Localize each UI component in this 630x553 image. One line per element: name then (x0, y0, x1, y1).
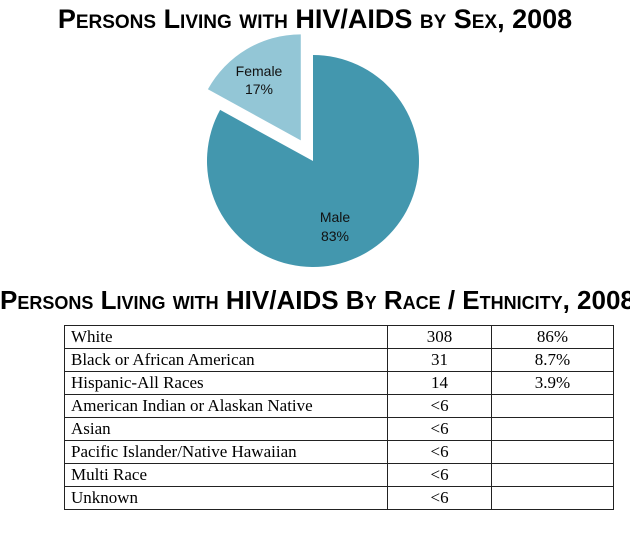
table-row: White 308 86% (63, 325, 615, 349)
row-count: 308 (387, 325, 492, 349)
row-label: White (63, 325, 389, 349)
pie-slice-female (207, 34, 301, 141)
table-row: American Indian or Alaskan Native <6 (63, 394, 615, 418)
table-title: Persons Living with HIV/AIDS By Race / E… (0, 285, 630, 315)
row-count: 31 (387, 348, 492, 372)
row-count: <6 (387, 417, 492, 441)
row-percent: 8.7% (490, 348, 615, 372)
row-label: Black or African American (63, 348, 389, 372)
table-row: Black or African American 31 8.7% (63, 348, 615, 372)
table-row: Multi Race <6 (63, 463, 615, 487)
ethnicity-table: White 308 86% Black or African American 31 8.… (63, 325, 615, 510)
row-count: 14 (387, 371, 492, 395)
row-label: Asian (63, 417, 389, 441)
pie-value-male: 83% (321, 228, 349, 244)
row-label: American Indian or Alaskan Native (63, 394, 389, 418)
row-percent: 3.9% (490, 371, 615, 395)
row-label: Pacific Islander/Native Hawaiian (63, 440, 389, 464)
row-label: Hispanic-All Races (63, 371, 389, 395)
table-row: Unknown <6 (63, 486, 615, 510)
row-percent (490, 394, 615, 418)
row-percent (490, 463, 615, 487)
pie-chart: Female 17% Male 83% (207, 34, 419, 267)
row-label: Unknown (63, 486, 389, 510)
row-label: Multi Race (63, 463, 389, 487)
row-percent (490, 417, 615, 441)
row-count: <6 (387, 394, 492, 418)
pie-slice-male (207, 55, 419, 267)
table-row: Pacific Islander/Native Hawaiian <6 (63, 440, 615, 464)
row-percent (490, 440, 615, 464)
row-percent: 86% (490, 325, 615, 349)
pie-label-male: Male (320, 209, 351, 225)
row-count: <6 (387, 486, 492, 510)
row-percent (490, 486, 615, 510)
pie-label-female: Female (236, 63, 283, 79)
row-count: <6 (387, 463, 492, 487)
table-row: Hispanic-All Races 14 3.9% (63, 371, 615, 395)
row-count: <6 (387, 440, 492, 464)
pie-chart-title: Persons Living with HIV/AIDS by Sex, 200… (57, 4, 573, 34)
table-row: Asian <6 (63, 417, 615, 441)
pie-value-female: 17% (245, 81, 273, 97)
